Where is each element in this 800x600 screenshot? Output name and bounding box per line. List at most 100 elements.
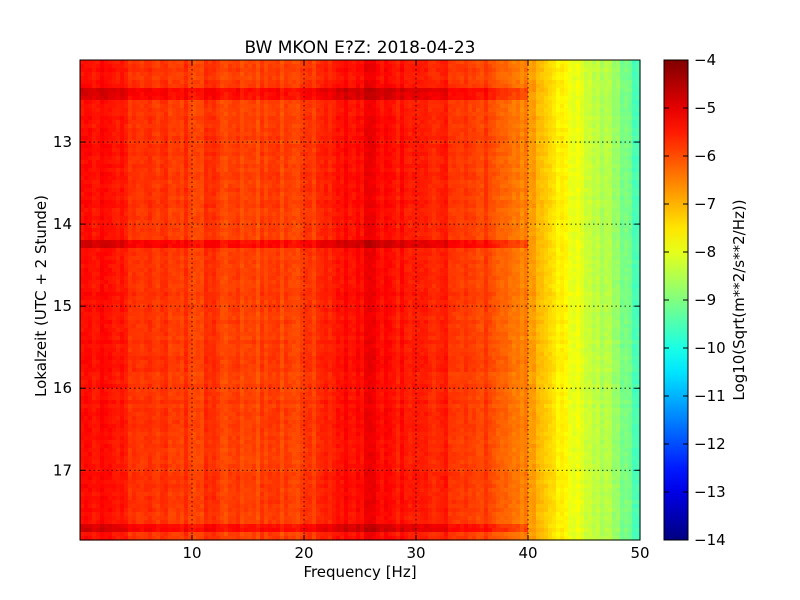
heatmap-cell: [484, 172, 489, 177]
heatmap-cell: [472, 128, 477, 133]
heatmap-cell: [532, 72, 537, 77]
heatmap-cell: [588, 164, 593, 169]
heatmap-cell: [92, 196, 97, 201]
heatmap-cell: [220, 124, 225, 129]
heatmap-cell: [464, 64, 469, 69]
heatmap-cell: [320, 192, 325, 197]
heatmap-cell: [104, 116, 109, 121]
heatmap-cell: [620, 88, 625, 93]
heatmap-cell: [284, 192, 289, 197]
heatmap-cell: [552, 148, 557, 153]
heatmap-cell: [548, 172, 553, 177]
heatmap-cell: [100, 180, 105, 185]
heatmap-cell: [152, 112, 157, 117]
heatmap-cell: [612, 72, 617, 77]
heatmap-cell: [84, 132, 89, 137]
heatmap-cell: [276, 192, 281, 197]
heatmap-cell: [636, 184, 641, 189]
heatmap-cell: [192, 168, 197, 173]
heatmap-cell: [252, 168, 257, 173]
heatmap-cell: [148, 168, 153, 173]
heatmap-cell: [420, 136, 425, 141]
heatmap-cell: [344, 72, 349, 77]
heatmap-cell: [268, 132, 273, 137]
heatmap-cell: [248, 172, 253, 177]
heatmap-cell: [236, 68, 241, 73]
heatmap-cell: [304, 132, 309, 137]
heatmap-cell: [588, 84, 593, 89]
heatmap-cell: [340, 172, 345, 177]
heatmap-cell: [112, 168, 117, 173]
heatmap-cell: [564, 128, 569, 133]
heatmap-cell: [84, 192, 89, 197]
heatmap-cell: [340, 200, 345, 205]
heatmap-cell: [524, 164, 529, 169]
heatmap-cell: [104, 156, 109, 161]
heatmap-cell: [148, 140, 153, 145]
heatmap-cell: [332, 192, 337, 197]
heatmap-cell: [232, 132, 237, 137]
heatmap-cell: [476, 112, 481, 117]
heatmap-cell: [552, 152, 557, 157]
heatmap-cell: [412, 180, 417, 185]
heatmap-cell: [412, 128, 417, 133]
heatmap-cell: [416, 164, 421, 169]
heatmap-cell: [224, 80, 229, 85]
heatmap-cell: [172, 60, 177, 65]
heatmap-cell: [460, 144, 465, 149]
heatmap-cell: [280, 160, 285, 165]
heatmap-cell: [108, 148, 113, 153]
heatmap-cell: [612, 96, 617, 101]
heatmap-cell: [432, 152, 437, 157]
heatmap-cell: [636, 112, 641, 117]
heatmap-cell: [524, 80, 529, 85]
heatmap-cell: [488, 84, 493, 89]
heatmap-cell: [600, 92, 605, 97]
heatmap-cell: [216, 100, 221, 105]
heatmap-cell: [412, 72, 417, 77]
heatmap-cell: [504, 164, 509, 169]
heatmap-cell: [232, 160, 237, 165]
heatmap-cell: [624, 140, 629, 145]
heatmap-cell: [168, 88, 173, 93]
heatmap-cell: [172, 144, 177, 149]
heatmap-cell: [308, 112, 313, 117]
heatmap-cell: [140, 116, 145, 121]
heatmap-cell: [100, 160, 105, 165]
heatmap-cell: [208, 132, 213, 137]
heatmap-cell: [512, 176, 517, 181]
heatmap-cell: [288, 72, 293, 77]
heatmap-cell: [88, 60, 93, 65]
heatmap-cell: [312, 148, 317, 153]
heatmap-cell: [416, 92, 421, 97]
heatmap-cell: [360, 144, 365, 149]
heatmap-cell: [152, 104, 157, 109]
heatmap-cell: [528, 88, 533, 93]
heatmap-cell: [452, 104, 457, 109]
heatmap-cell: [180, 188, 185, 193]
heatmap-cell: [164, 136, 169, 141]
heatmap-cell: [376, 172, 381, 177]
heatmap-cell: [240, 60, 245, 65]
heatmap-cell: [500, 164, 505, 169]
heatmap-cell: [296, 88, 301, 93]
heatmap-cell: [188, 160, 193, 165]
heatmap-cell: [340, 136, 345, 141]
heatmap-cell: [124, 144, 129, 149]
heatmap-cell: [488, 176, 493, 181]
heatmap-cell: [168, 120, 173, 125]
heatmap-cell: [388, 140, 393, 145]
heatmap-cell: [120, 144, 125, 149]
heatmap-cell: [432, 68, 437, 73]
heatmap-cell: [472, 64, 477, 69]
heatmap-cell: [124, 132, 129, 137]
heatmap-cell: [128, 200, 133, 205]
heatmap-cell: [100, 112, 105, 117]
heatmap-cell: [572, 64, 577, 69]
heatmap-cell: [300, 88, 305, 93]
heatmap-cell: [212, 100, 217, 105]
heatmap-cell: [92, 112, 97, 117]
heatmap-cell: [236, 120, 241, 125]
heatmap-cell: [208, 124, 213, 129]
heatmap-cell: [460, 76, 465, 81]
